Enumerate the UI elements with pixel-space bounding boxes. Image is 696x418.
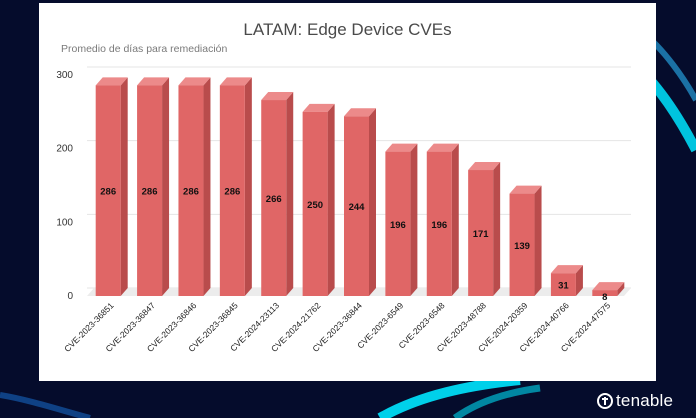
bar	[261, 100, 287, 297]
brand-logo: tenable	[596, 389, 673, 413]
bar-top	[302, 103, 335, 112]
bar-side	[493, 162, 501, 296]
brand-name: tenable	[616, 391, 674, 410]
chart-subtitle: Promedio de días para remediación	[61, 43, 228, 55]
bar-top	[261, 92, 294, 101]
data-label: 244	[349, 202, 366, 213]
bar	[592, 290, 618, 296]
bar-side	[120, 77, 128, 297]
data-label: 286	[224, 187, 240, 198]
bar-side	[286, 92, 294, 297]
bar	[509, 193, 535, 296]
bar-top	[426, 143, 459, 152]
data-label: 8	[602, 292, 607, 303]
bar	[219, 85, 245, 297]
bar	[385, 151, 411, 296]
bar-side	[162, 77, 170, 297]
data-label: 286	[100, 187, 116, 198]
bar	[137, 85, 163, 297]
bar-top	[509, 185, 542, 194]
bar-side	[244, 77, 252, 297]
bar-top	[592, 282, 625, 291]
bar-top	[178, 77, 211, 86]
y-tick-label: 300	[56, 70, 73, 81]
bar-side	[575, 265, 583, 296]
bar-top	[95, 77, 128, 86]
bar	[550, 273, 576, 296]
bar-top	[385, 143, 418, 152]
bar-top	[344, 108, 376, 117]
data-label: 171	[473, 229, 490, 240]
data-label: 250	[307, 200, 323, 211]
bar-top	[137, 77, 170, 86]
bar	[468, 170, 494, 296]
data-label: 196	[390, 220, 406, 231]
tenable-logo-icon	[597, 393, 613, 409]
y-tick-label: 100	[56, 217, 73, 228]
bar-top	[219, 77, 252, 86]
chart-title: LATAM: Edge Device CVEs	[243, 20, 452, 39]
y-tick-label: 200	[56, 144, 73, 155]
data-label: 196	[431, 220, 447, 231]
bar-side	[369, 108, 376, 297]
data-label: 286	[142, 187, 158, 198]
data-label: 139	[514, 241, 530, 252]
data-label: 266	[266, 194, 282, 205]
bar	[344, 116, 369, 297]
bar	[426, 151, 452, 296]
bar-side	[203, 77, 211, 297]
bar-side	[534, 185, 542, 296]
bar-side	[410, 143, 418, 296]
data-label: 286	[183, 187, 199, 198]
bar	[302, 111, 328, 296]
bar	[95, 85, 121, 297]
bar-side	[327, 103, 335, 296]
bar-top	[550, 265, 583, 274]
bar-chart: 0100200300286CVE-2023-36851286CVE-2023-3…	[56, 66, 631, 354]
chart-card: LATAM: Edge Device CVEs Promedio de días…	[39, 3, 656, 381]
bar-top	[468, 162, 501, 171]
bar	[178, 85, 204, 297]
bar-side	[451, 143, 459, 296]
bar-side	[617, 282, 625, 296]
data-label: 31	[558, 281, 569, 292]
y-tick-label: 0	[67, 291, 73, 302]
